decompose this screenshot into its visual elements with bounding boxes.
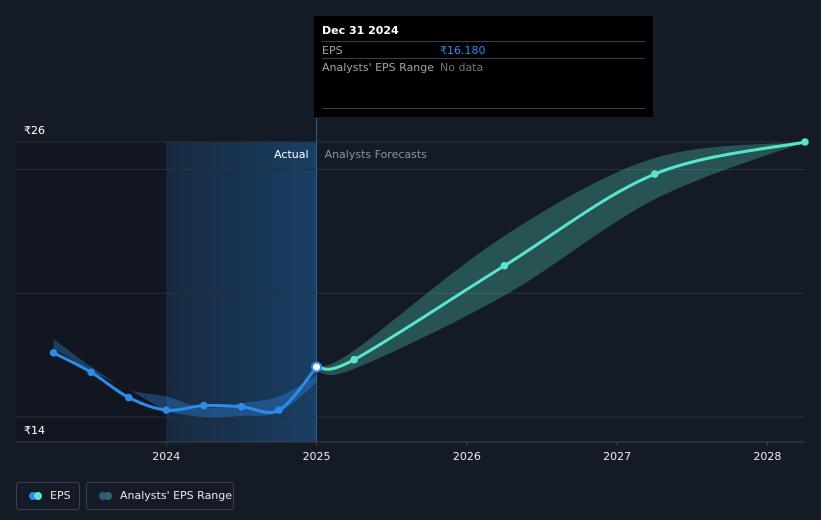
- eps-forecast-point: [350, 355, 358, 364]
- x-tick-label: 2028: [753, 450, 781, 463]
- legend-eps-label: EPS: [50, 489, 71, 502]
- x-tick-label: 2025: [303, 450, 331, 463]
- y-tick-label: ₹26: [24, 124, 45, 137]
- y-tick-label: ₹14: [24, 424, 45, 437]
- eps-forecast-point: [500, 261, 509, 270]
- tooltip-separator: [322, 108, 645, 109]
- eps-range-forecast-band: [316, 142, 805, 376]
- eps-point: [311, 361, 323, 373]
- eps-range-band: [53, 339, 317, 418]
- tooltip-row-range: Analysts' EPS Range No data: [322, 58, 645, 76]
- eps-point: [49, 349, 58, 357]
- eps-point: [124, 393, 133, 402]
- eps-point: [275, 406, 283, 414]
- x-tick-label: 2026: [453, 450, 481, 463]
- eps-point: [200, 401, 208, 410]
- tooltip-eps-label: EPS: [322, 44, 343, 57]
- tooltip-row-eps: EPS ₹16.180: [322, 41, 645, 59]
- tooltip-date: Dec 31 2024: [322, 24, 399, 37]
- eps-forecast-point: [801, 138, 809, 146]
- eps-point: [162, 406, 171, 414]
- hover-tooltip: Dec 31 2024 EPS ₹16.180 Analysts' EPS Ra…: [314, 16, 653, 117]
- eps-point: [87, 368, 95, 377]
- tooltip-eps-value: ₹16.180: [440, 44, 486, 57]
- highlight-region: [166, 142, 317, 442]
- x-tick-label: 2024: [152, 450, 180, 463]
- legend-eps[interactable]: EPS: [16, 482, 80, 510]
- actual-label: Actual: [274, 148, 308, 161]
- legend-range-label: Analysts' EPS Range: [120, 489, 233, 502]
- eps-legend-icon: [29, 492, 42, 500]
- eps-point: [237, 402, 246, 411]
- range-legend-icon: [99, 492, 112, 500]
- forecast-label: Analysts Forecasts: [325, 148, 428, 161]
- tooltip-range-value: No data: [440, 61, 484, 74]
- tooltip-range-label: Analysts' EPS Range: [322, 61, 435, 74]
- eps-forecast-point: [650, 170, 659, 178]
- legend-eps-range[interactable]: Analysts' EPS Range: [86, 482, 234, 510]
- x-tick-label: 2027: [603, 450, 631, 463]
